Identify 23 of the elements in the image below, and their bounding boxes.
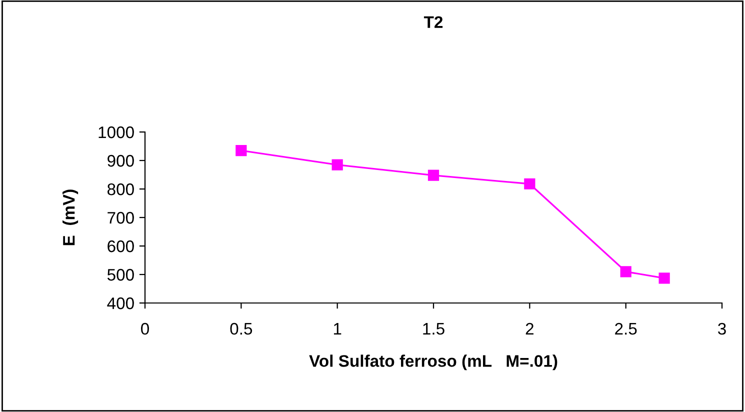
y-tick-label: 1000 [98,126,134,138]
chart-title: T2 [424,16,443,28]
point [428,170,440,181]
x-tick-label: 1 [334,323,342,335]
x-tick-label: 1.5 [423,323,444,335]
point [332,159,343,170]
point [658,272,670,284]
x-tick-label: 0 [141,322,149,335]
y-tick-label: 900 [108,154,134,167]
x-axis-title: Vol Sulfato ferroso (mL M=.01) [309,354,558,370]
y-tick-label: 700 [108,212,134,224]
x-tick-label: 2 [526,322,534,335]
y-tick-label: 600 [108,240,134,252]
y-tick-label: 800 [108,183,134,196]
x-tick-label: 3 [718,322,726,335]
point [524,178,536,190]
x-tick-label: 2.5 [615,322,637,335]
point [236,144,247,156]
y-axis-title: E (mV) [62,190,78,246]
y-tick-label: 400 [107,297,134,310]
y-tick-label: 500 [107,268,134,281]
point [620,266,632,278]
x-tick-label: 0.5 [230,322,252,335]
